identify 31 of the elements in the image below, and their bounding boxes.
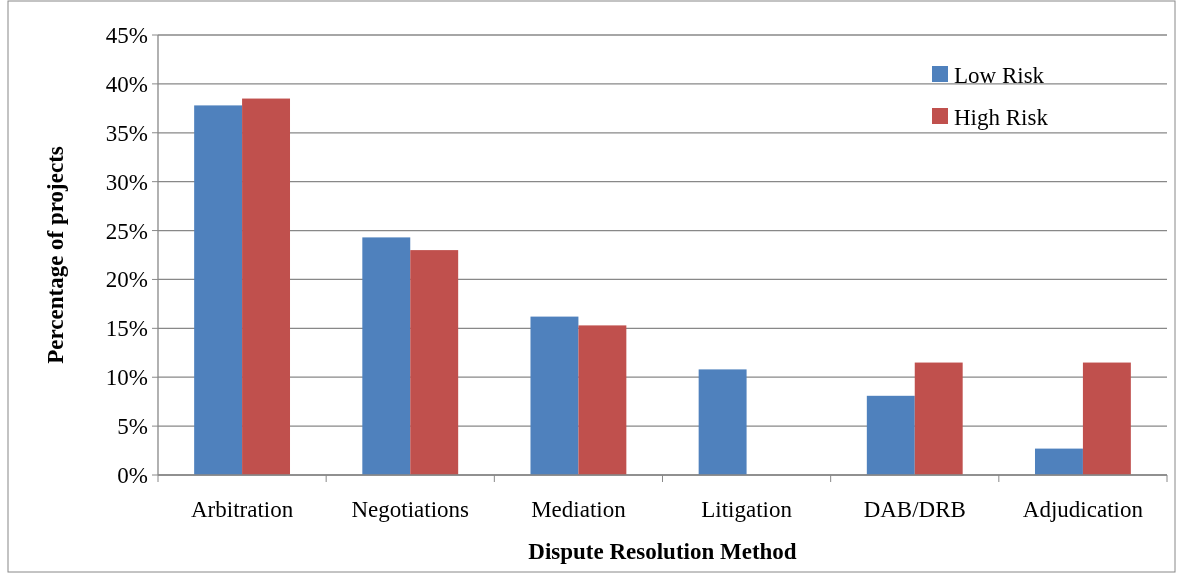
y-tick-label: 5%: [117, 414, 148, 440]
y-tick-label: 15%: [105, 316, 148, 342]
x-tick-label: Negotiations: [351, 497, 470, 522]
bar: [1034, 448, 1083, 475]
bar: [1082, 362, 1131, 475]
bar: [866, 395, 915, 475]
bar: [530, 316, 579, 475]
bar: [914, 362, 963, 475]
bar: [242, 98, 291, 475]
y-tick-label: 10%: [105, 365, 148, 391]
y-tick-label: 40%: [105, 71, 148, 97]
y-tick-label: 30%: [105, 169, 148, 195]
y-tick-label: 0%: [117, 463, 148, 489]
bar: [410, 250, 459, 475]
bar: [578, 325, 627, 475]
y-tick-label: 20%: [105, 267, 148, 293]
x-tick-label: Litigation: [701, 497, 793, 522]
x-tick-label: Adjudication: [1022, 497, 1144, 522]
bar: [362, 237, 411, 475]
legend-label: High Risk: [954, 105, 1049, 131]
bar: [194, 105, 243, 475]
x-tick-label: Mediation: [531, 497, 627, 522]
y-tick-label: 45%: [105, 23, 148, 49]
x-tick-label: Arbitration: [190, 497, 294, 522]
x-axis-title: Dispute Resolution Method: [528, 539, 797, 564]
y-tick-label: 35%: [105, 120, 148, 146]
x-tick-label: DAB/DRB: [863, 497, 966, 522]
bar: [698, 369, 747, 475]
y-tick-label: 25%: [105, 218, 148, 244]
legend-label: Low Risk: [954, 63, 1045, 89]
y-axis-title: Percentage of projects: [43, 146, 68, 364]
